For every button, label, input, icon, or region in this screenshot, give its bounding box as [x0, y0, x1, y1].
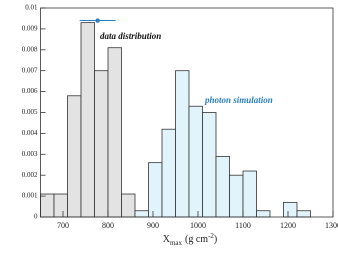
x-tick-label: 900 — [147, 221, 159, 230]
y-tick-label: 0.003 — [22, 150, 38, 158]
histogram-bar — [121, 193, 136, 218]
x-label-unit: (g cm — [185, 234, 208, 245]
y-tick-label: 0.004 — [22, 129, 38, 137]
y-tick-label: 0.008 — [22, 45, 38, 53]
x-tick-label: 700 — [57, 221, 69, 230]
x-tick-label: 1300 — [325, 221, 338, 230]
x-axis-label: Xmax (g cm-2) — [163, 232, 218, 247]
series-label: photon simulation — [204, 95, 273, 105]
x-label-main: X — [163, 234, 171, 245]
histogram-bar — [296, 210, 311, 218]
histogram-bar — [107, 47, 122, 218]
x-tick-label: 1200 — [280, 221, 296, 230]
histogram-bar — [53, 193, 68, 218]
histogram-bar — [40, 193, 55, 218]
histogram-bar — [242, 170, 257, 218]
histogram-bar — [161, 128, 176, 218]
x-label-sup: -2 — [208, 232, 214, 240]
histogram-bar — [202, 112, 217, 218]
y-tick-label: 0.005 — [22, 108, 38, 116]
y-tick-label: 0.006 — [22, 87, 38, 95]
y-tick-label: 0.001 — [22, 192, 38, 200]
x-tick-label: 1000 — [190, 221, 206, 230]
histogram-bar — [229, 174, 244, 218]
histogram-bar — [148, 162, 163, 218]
x-label-sub: max — [170, 239, 183, 247]
histogram-bar — [80, 22, 95, 218]
histogram-bar — [67, 95, 82, 218]
histogram-bar — [134, 210, 149, 218]
histogram-bar — [256, 210, 271, 218]
y-tick-label: 0.01 — [25, 4, 38, 12]
x-tick-label: 1100 — [235, 221, 251, 230]
y-tick-label: 0.002 — [22, 171, 38, 179]
x-tick-label: 800 — [102, 221, 114, 230]
y-tick-label: 0 — [34, 213, 38, 221]
data-point — [95, 18, 100, 23]
histogram-bar — [94, 70, 109, 218]
y-tick-label: 0.007 — [22, 66, 38, 74]
histogram-bar — [175, 70, 190, 218]
histogram-bar — [215, 155, 230, 218]
series-label: data distribution — [100, 31, 161, 41]
x-label-end: ) — [214, 234, 217, 245]
histogram-bar — [188, 105, 203, 218]
histogram-bar — [283, 201, 298, 218]
y-tick-label: 0.009 — [22, 25, 38, 33]
